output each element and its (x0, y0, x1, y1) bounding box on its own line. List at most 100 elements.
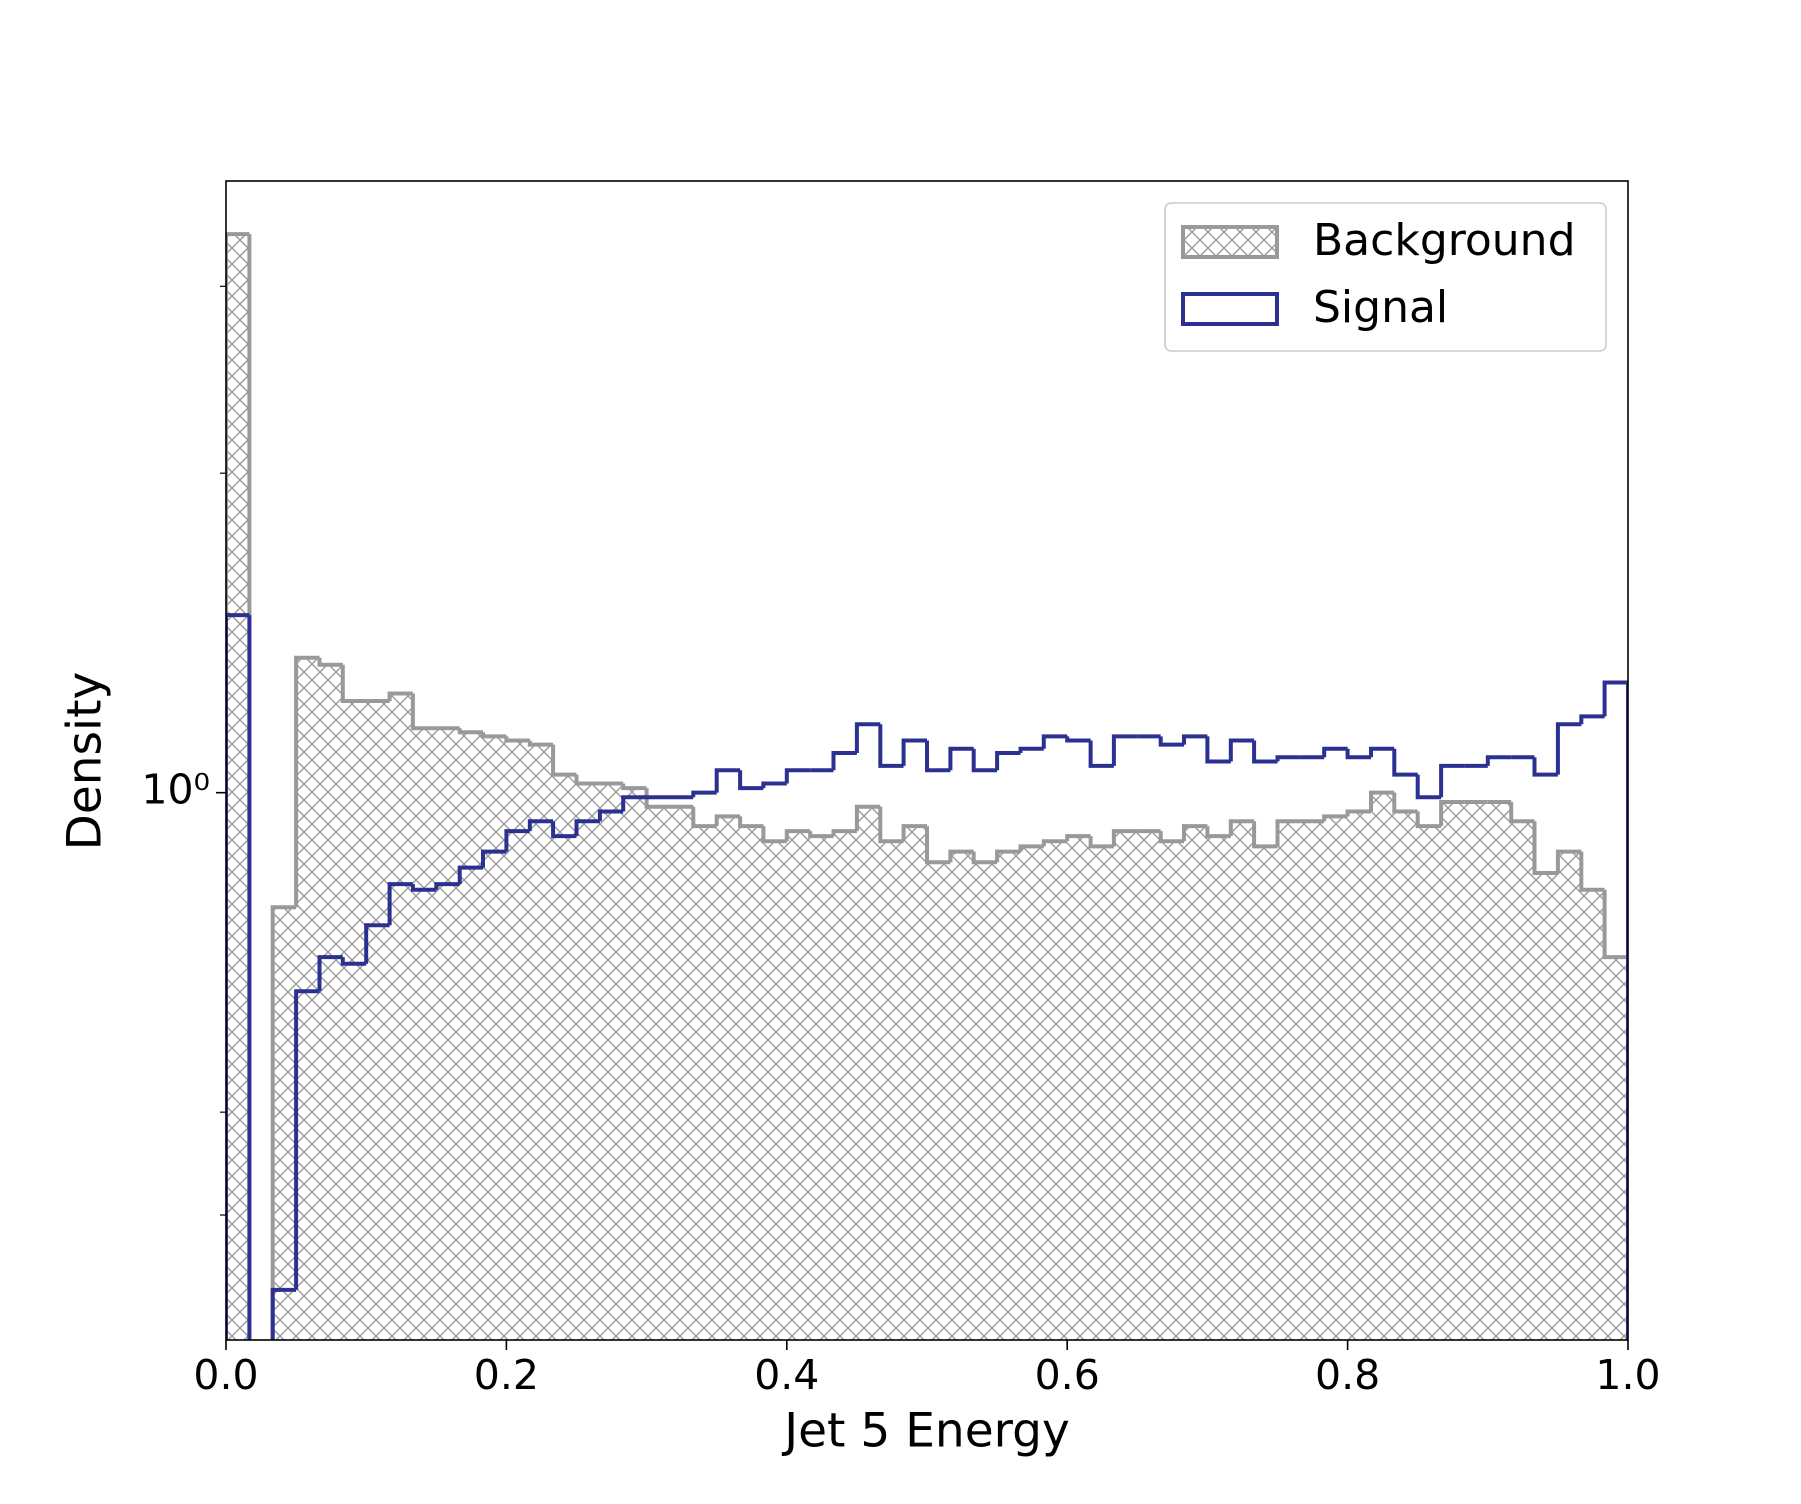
bar-step (714, 768, 741, 793)
bar-fill (1417, 826, 1442, 1340)
bar-step (995, 849, 1021, 863)
bar-fill (1604, 957, 1628, 1340)
bar-step (691, 790, 717, 798)
bar-fill (1137, 831, 1161, 1340)
bar-fill (740, 826, 764, 1340)
bar-step (270, 1287, 297, 1340)
axes-frame (225, 180, 1629, 1341)
bar-step (1181, 824, 1208, 842)
bar-fill (389, 693, 413, 1340)
bar-step (1065, 834, 1091, 842)
bar-step (551, 744, 577, 777)
bar-step (761, 781, 787, 789)
bar-step (226, 613, 250, 1340)
bar-step (1602, 680, 1628, 1340)
bar-step (1369, 790, 1395, 812)
bar-fill (1067, 836, 1091, 1340)
bar-fill (1254, 846, 1278, 1340)
bar-step (1579, 851, 1605, 892)
bar-step (854, 722, 881, 753)
bar-step (878, 724, 904, 768)
bar-step (1088, 836, 1114, 849)
plot-area (226, 232, 1628, 1340)
bar-step (247, 234, 252, 1340)
bar-fill (459, 732, 483, 1340)
bar-step (1555, 722, 1582, 775)
bar-step (1322, 746, 1348, 758)
bar-step (527, 819, 554, 832)
bar-fill (927, 862, 951, 1340)
bar-step (1275, 819, 1301, 847)
bar-step (901, 738, 927, 766)
bar-step (1018, 746, 1044, 753)
bar-step (1065, 736, 1091, 743)
bar-step (1369, 746, 1395, 758)
bar-step (1485, 755, 1512, 766)
bar-step (1158, 736, 1184, 747)
legend-label: Signal (1313, 282, 1448, 333)
bar-step (1415, 774, 1442, 800)
bar-fill (880, 841, 904, 1340)
bar-step (831, 750, 857, 771)
bar-step (714, 814, 741, 827)
bar-fill (810, 836, 834, 1340)
bar-fill (1371, 792, 1395, 1340)
bar-step (1532, 757, 1558, 777)
bar-fill (319, 664, 343, 1340)
bar-fill (973, 862, 998, 1340)
bar-fill (576, 783, 600, 1340)
legend-swatch (1181, 292, 1279, 326)
bar-step (831, 829, 857, 837)
bar-step (808, 831, 834, 839)
bar-fill (553, 774, 577, 1340)
bar-fill (599, 783, 624, 1340)
y-axis-label: Density (58, 672, 113, 851)
bar-fill (1090, 846, 1114, 1340)
bar-step (1322, 814, 1348, 822)
y-tick-label: 10⁰ (141, 766, 210, 814)
bar-fill (506, 740, 530, 1340)
bar-step (527, 740, 554, 747)
bar-step (457, 728, 483, 735)
bar-step (1018, 844, 1044, 852)
bar-fill (646, 806, 671, 1340)
bar-step (551, 821, 577, 839)
bar-step (1509, 801, 1535, 824)
bar-fill (1043, 841, 1068, 1340)
bar-step (434, 882, 460, 890)
bar-fill (529, 744, 554, 1340)
bar-step (1579, 714, 1605, 725)
bar-step (1228, 738, 1255, 762)
bar-step (1392, 792, 1418, 814)
bar-fill (1207, 836, 1231, 1340)
bar-step (480, 849, 507, 868)
bar-step (1205, 826, 1231, 839)
bar-fill (763, 841, 787, 1340)
bar-step (1228, 819, 1255, 837)
bar-step (738, 770, 764, 791)
bar-step (925, 740, 951, 773)
bar-step (226, 232, 250, 1340)
bar-fill (296, 657, 320, 1340)
bar-step (247, 615, 252, 1340)
bar-fill (856, 806, 881, 1340)
x-tick-label: 0.6 (1035, 1351, 1100, 1399)
bar-fill (1534, 873, 1558, 1340)
bar-fill (226, 234, 250, 1340)
bar-fill (1113, 831, 1138, 1340)
bar-fill (366, 701, 390, 1340)
bar-fill (1230, 821, 1255, 1340)
bar-fill (786, 831, 811, 1340)
bar-fill (1394, 811, 1418, 1340)
bar-step (574, 819, 600, 837)
bar-step (691, 806, 717, 829)
bar-step (387, 691, 413, 702)
bar-step (971, 748, 998, 773)
bar-step (971, 851, 998, 865)
bar-fill (693, 826, 717, 1340)
bar-step (480, 732, 507, 739)
bar-fill (1347, 811, 1372, 1340)
legend-swatch (1181, 225, 1279, 259)
bar-step (1439, 763, 1465, 798)
